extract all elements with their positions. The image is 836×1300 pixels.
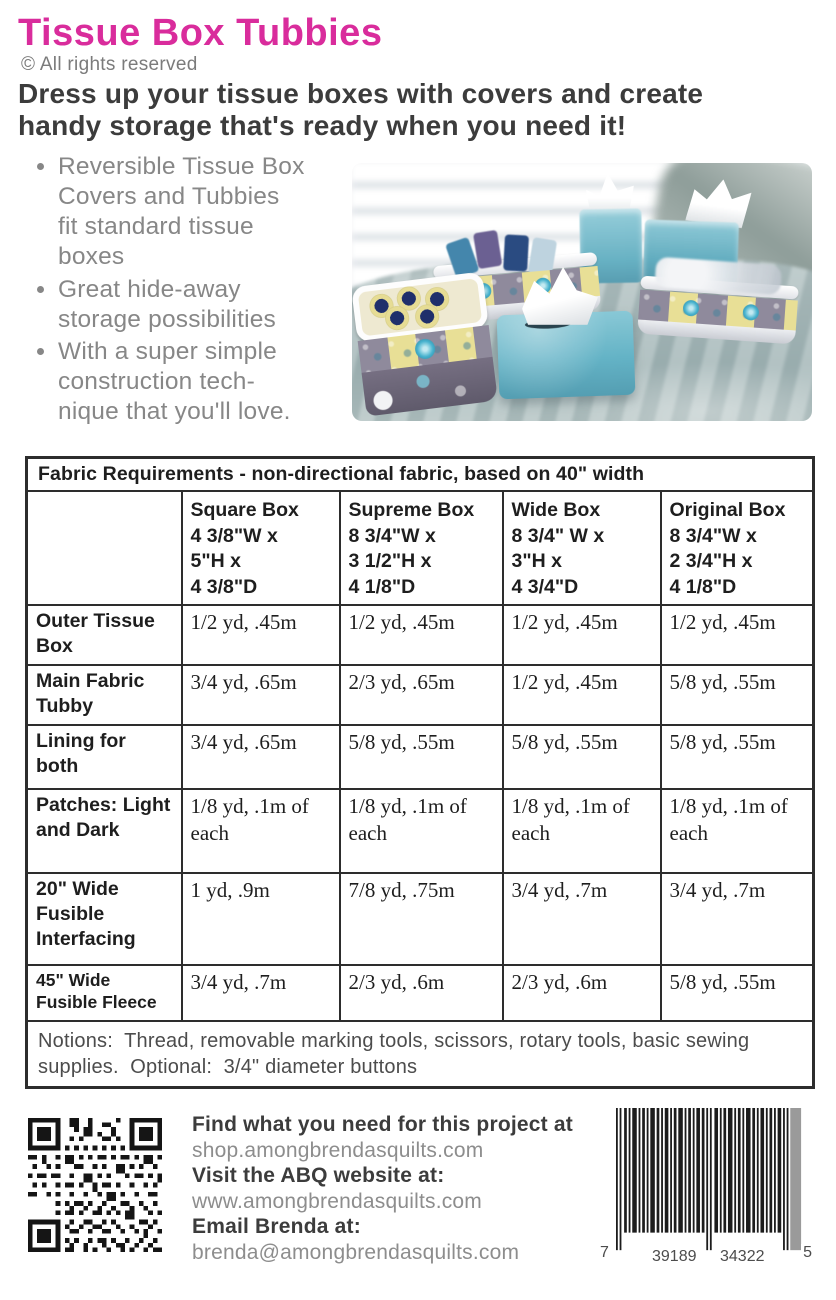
row-label: Main Fabric Tubby <box>25 663 183 726</box>
fabric-tubby-front <box>352 271 498 417</box>
barcode-digit-group: 5 <box>801 1244 814 1262</box>
notions-note: Notions: Thread, removable marking tools… <box>25 1019 815 1089</box>
bullet-item: Great hide-away storage possibilities <box>58 275 306 335</box>
button <box>682 299 700 317</box>
requirement-cell: 1/2 yd, .45m <box>659 603 815 666</box>
requirement-cell: 1/8 yd, .1m of each <box>338 787 504 874</box>
column-header-original-box: Original Box 8 3/4"W x 2 3/4"H x 4 1/8"D <box>659 490 815 606</box>
footer-shop-url: shop.amongbrendasquilts.com <box>192 1138 484 1162</box>
requirement-cell: 2/3 yd, .65m <box>338 663 504 726</box>
requirement-cell: 5/8 yd, .55m <box>659 723 815 790</box>
row-label: Outer Tissue Box <box>25 603 183 666</box>
barcode-digit-group: 34322 <box>718 1248 767 1266</box>
footer-line: Visit the ABQ website at: <box>192 1164 445 1187</box>
requirement-cell: 1/8 yd, .1m of each <box>659 787 815 874</box>
requirement-cell: 5/8 yd, .55m <box>338 723 504 790</box>
footer-line: Email Brenda at: <box>192 1215 361 1238</box>
column-header-supreme-box: Supreme Box 8 3/4"W x 3 1/2"H x 4 1/8"D <box>338 490 504 606</box>
fabric-tubby-right <box>635 256 799 373</box>
page-title: Tissue Box Tubbies <box>18 12 383 54</box>
requirement-cell: 2/3 yd, .6m <box>338 963 504 1022</box>
requirement-cell: 3/4 yd, .65m <box>180 723 341 790</box>
copyright-notice: © All rights reserved <box>21 54 198 75</box>
requirement-cell: 1/8 yd, .1m of each <box>180 787 341 874</box>
barcode-bars <box>616 1108 802 1251</box>
barcode-digit-group: 7 <box>598 1244 611 1262</box>
corner-cell <box>25 490 183 606</box>
requirement-cell: 3/4 yd, .7m <box>501 871 662 966</box>
requirement-cell: 1/2 yd, .45m <box>501 603 662 666</box>
requirement-cell: 5/8 yd, .55m <box>659 963 815 1022</box>
folded-fabric <box>503 234 529 272</box>
button <box>413 337 437 361</box>
table-title: Fabric Requirements - non-directional fa… <box>25 456 815 492</box>
barcode-digit-group: 39189 <box>650 1248 699 1266</box>
row-label: 45" Wide Fusible Fleece <box>25 963 183 1022</box>
bullet-item: With a super simple construction tech-ni… <box>58 337 306 427</box>
requirement-cell: 5/8 yd, .55m <box>659 663 815 726</box>
footer-line: Find what you need for this project at <box>192 1113 573 1136</box>
qr-code-icon <box>28 1118 162 1252</box>
requirement-cell: 1/2 yd, .45m <box>338 603 504 666</box>
footer-website-url: www.amongbrendasquilts.com <box>192 1189 483 1213</box>
row-label: 20" Wide Fusible Interfacing <box>25 871 183 966</box>
column-header-square-box: Square Box 4 3/8"W x 5"H x 4 3/8"D <box>180 490 341 606</box>
row-label: Lining for both <box>25 723 183 790</box>
button <box>742 303 760 321</box>
product-photo <box>352 163 812 421</box>
requirement-cell: 1/2 yd, .45m <box>180 603 341 666</box>
requirement-cell: 1/8 yd, .1m of each <box>501 787 662 874</box>
requirement-cell: 2/3 yd, .6m <box>501 963 662 1022</box>
fabric-requirements-table: Fabric Requirements - non-directional fa… <box>25 456 816 1089</box>
feature-bullet-list: Reversible Tissue Box Covers and Tubbies… <box>22 152 358 429</box>
footer-links: Find what you need for this project at s… <box>192 1112 602 1265</box>
requirement-cell: 1/2 yd, .45m <box>501 663 662 726</box>
requirement-cell: 3/4 yd, .65m <box>180 663 341 726</box>
requirement-cell: 5/8 yd, .55m <box>501 723 662 790</box>
row-label: Patches: Light and Dark <box>25 787 183 874</box>
requirement-cell: 7/8 yd, .75m <box>338 871 504 966</box>
requirement-cell: 3/4 yd, .7m <box>659 871 815 966</box>
requirement-cell: 1 yd, .9m <box>180 871 341 966</box>
headline: Dress up your tissue boxes with covers a… <box>18 78 704 142</box>
barcode: 7 39189 34322 5 <box>598 1106 814 1268</box>
requirement-cell: 3/4 yd, .7m <box>180 963 341 1022</box>
column-header-wide-box: Wide Box 8 3/4" W x 3"H x 4 3/4"D <box>501 490 662 606</box>
footer-email: brenda@amongbrendasquilts.com <box>192 1240 520 1264</box>
bullet-item: Reversible Tissue Box Covers and Tubbies… <box>58 152 306 273</box>
